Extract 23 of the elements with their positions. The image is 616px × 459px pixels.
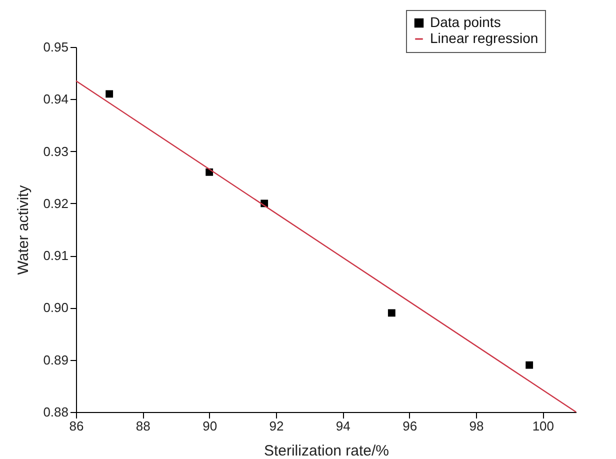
point	[388, 309, 396, 317]
y-tick-label: 0.95	[43, 40, 68, 54]
y-tick-label: 0.91	[43, 248, 68, 264]
x-tick-label: 92	[269, 418, 284, 434]
x-tick-label: 86	[69, 418, 84, 434]
x-tick-label: 88	[136, 418, 150, 434]
x-tick-label: 98	[469, 418, 484, 434]
x-tick-label: 94	[336, 418, 350, 434]
x-tick-label: 90	[202, 418, 218, 434]
x-tick-label: 96	[402, 418, 418, 434]
point	[106, 90, 114, 98]
x-axis-title: Sterilization rate/%	[264, 442, 390, 459]
y-tick-label: 0.93	[43, 144, 68, 159]
y-tick-label: 0.88	[43, 404, 68, 420]
legend-label: Linear regression	[430, 30, 538, 46]
y-tick-label: 0.92	[43, 196, 68, 211]
y-tick-label: 0.89	[43, 352, 68, 368]
x-tick-label: 100	[532, 418, 554, 434]
y-tick-label: 0.94	[43, 92, 68, 107]
legend-label: Data points	[430, 14, 501, 30]
point	[526, 361, 534, 369]
y-tick-label: 0.90	[43, 300, 68, 316]
y-axis-title: Water activity	[15, 184, 32, 275]
